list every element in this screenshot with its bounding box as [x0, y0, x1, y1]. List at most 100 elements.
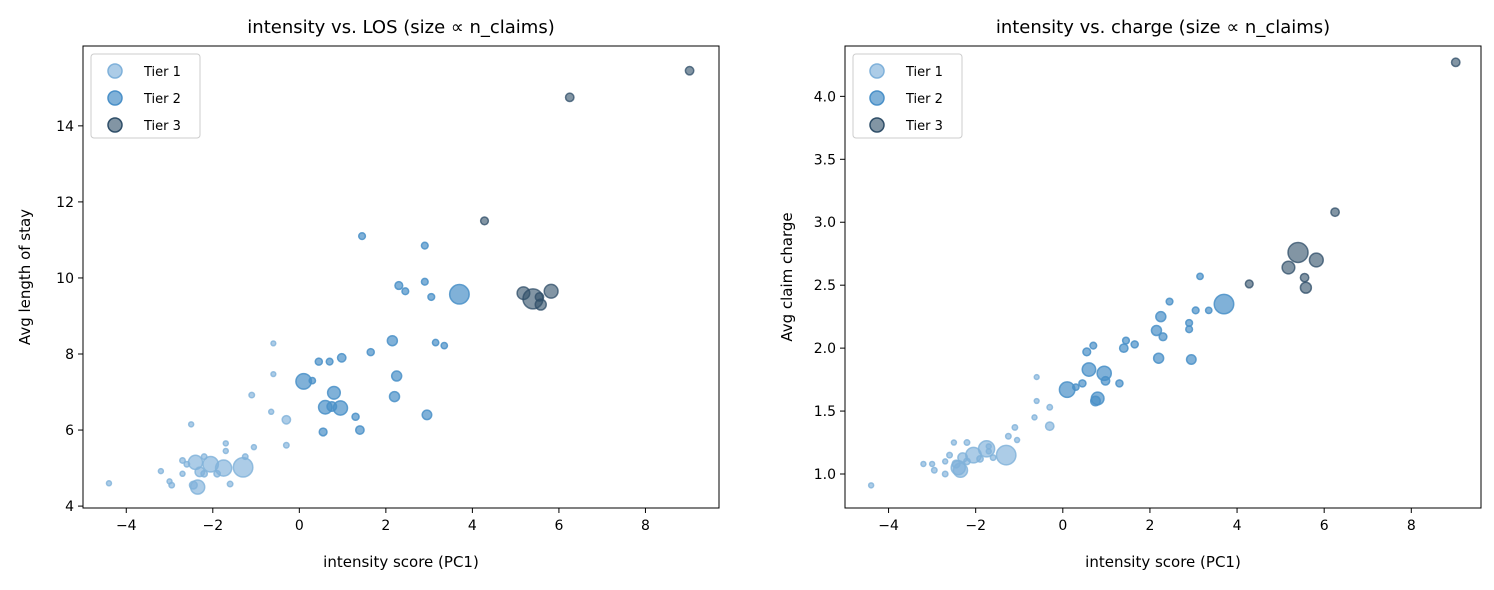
legend: Tier 1 Tier 2 Tier 3: [852, 53, 963, 139]
legend-label: Tier 2: [143, 92, 181, 107]
point-tier-2: [394, 280, 404, 291]
point-tier-2: [440, 341, 449, 350]
legend-label: Tier 3: [143, 119, 181, 134]
legend-marker: [107, 117, 123, 133]
point-tier-2: [1150, 324, 1163, 337]
point-tier-1: [1044, 421, 1055, 432]
point-tier-2: [1196, 272, 1204, 281]
point-tier-2: [1155, 310, 1167, 323]
point-tier-1: [189, 479, 206, 495]
point-tier-1: [950, 439, 958, 446]
point-tier-2: [1165, 297, 1174, 306]
point-tier-1: [248, 391, 256, 399]
point-tier-3: [1244, 279, 1254, 289]
point-tier-1: [930, 466, 938, 474]
point-tier-1: [946, 451, 954, 459]
chart-2: intensity vs. charge (size ∝ n_claims)in…: [778, 17, 1482, 571]
x-tick-label: 2: [381, 518, 390, 534]
point-tier-2: [1213, 293, 1235, 315]
x-tick-label: 0: [295, 518, 304, 534]
point-tier-1: [267, 408, 275, 416]
axes-frame: [82, 45, 720, 509]
y-axis-label: Avg claim charge: [778, 212, 796, 341]
point-tier-1: [928, 460, 936, 468]
x-tick-label: −4: [878, 518, 899, 534]
point-tier-1: [1046, 403, 1054, 411]
point-tier-1: [941, 470, 949, 478]
point-tier-2: [1089, 395, 1101, 407]
point-tier-3: [479, 216, 490, 226]
point-tier-1: [270, 340, 277, 347]
data-points: [867, 57, 1461, 489]
point-tier-2: [421, 409, 433, 421]
x-tick-label: 8: [1407, 518, 1416, 534]
point-tier-3: [1299, 272, 1310, 283]
y-tick-label: 6: [65, 423, 74, 439]
point-tier-2: [332, 400, 349, 416]
point-tier-3: [564, 92, 575, 103]
point-tier-2: [427, 292, 436, 302]
legend-marker: [869, 117, 885, 133]
point-tier-3: [1308, 252, 1324, 268]
x-tick-label: −4: [116, 518, 137, 534]
y-tick-label: 2.5: [814, 278, 836, 294]
point-tier-1: [222, 447, 230, 455]
point-tier-2: [420, 241, 429, 250]
point-tier-1: [222, 440, 230, 447]
point-tier-1: [941, 458, 949, 465]
axes-frame: [844, 45, 1482, 509]
point-tier-2: [351, 412, 360, 422]
point-tier-2: [431, 338, 440, 347]
point-tier-3: [534, 298, 547, 311]
point-tier-1: [232, 456, 254, 478]
point-tier-1: [179, 470, 186, 478]
y-tick-label: 2.0: [814, 341, 836, 357]
point-tier-2: [401, 287, 410, 296]
point-tier-1: [985, 443, 993, 450]
point-tier-2: [1130, 340, 1139, 349]
point-tier-3: [1287, 241, 1309, 264]
y-tick-label: 4: [65, 499, 74, 515]
y-axis-label: Avg length of stay: [16, 209, 34, 345]
legend-marker: [869, 63, 885, 79]
point-tier-1: [168, 481, 176, 489]
point-tier-2: [1152, 352, 1165, 364]
point-tier-1: [157, 467, 165, 475]
point-tier-1: [976, 454, 984, 463]
point-tier-2: [1118, 343, 1129, 354]
point-tier-1: [226, 480, 234, 488]
x-axis-label: intensity score (PC1): [323, 553, 479, 571]
y-tick-label: 8: [65, 347, 74, 363]
data-points: [105, 65, 695, 495]
point-tier-2: [354, 425, 365, 435]
point-tier-2: [357, 232, 367, 241]
point-tier-2: [1158, 332, 1168, 342]
x-tick-label: 4: [468, 518, 477, 534]
point-tier-2: [388, 390, 401, 403]
point-tier-2: [308, 376, 317, 385]
point-tier-2: [1115, 379, 1124, 388]
point-tier-1: [1004, 432, 1012, 440]
point-tier-2: [1185, 353, 1197, 365]
point-tier-2: [1082, 347, 1092, 357]
y-tick-label: 1.0: [814, 467, 836, 483]
point-tier-1: [989, 454, 997, 462]
point-tier-1: [250, 443, 258, 451]
legend-marker: [107, 90, 123, 106]
point-tier-3: [543, 283, 559, 299]
point-tier-1: [985, 448, 993, 455]
point-tier-2: [366, 347, 375, 357]
legend-label: Tier 3: [905, 119, 943, 134]
point-tier-2: [1081, 362, 1097, 377]
point-tier-1: [282, 441, 290, 449]
point-tier-2: [1185, 325, 1194, 334]
point-tier-1: [952, 462, 969, 479]
point-tier-1: [1033, 373, 1040, 381]
point-tier-2: [1121, 336, 1131, 345]
point-tier-2: [1100, 375, 1111, 386]
point-tier-1: [1031, 414, 1038, 421]
point-tier-1: [270, 371, 277, 378]
legend-label: Tier 1: [143, 65, 181, 80]
point-tier-1: [867, 482, 875, 489]
